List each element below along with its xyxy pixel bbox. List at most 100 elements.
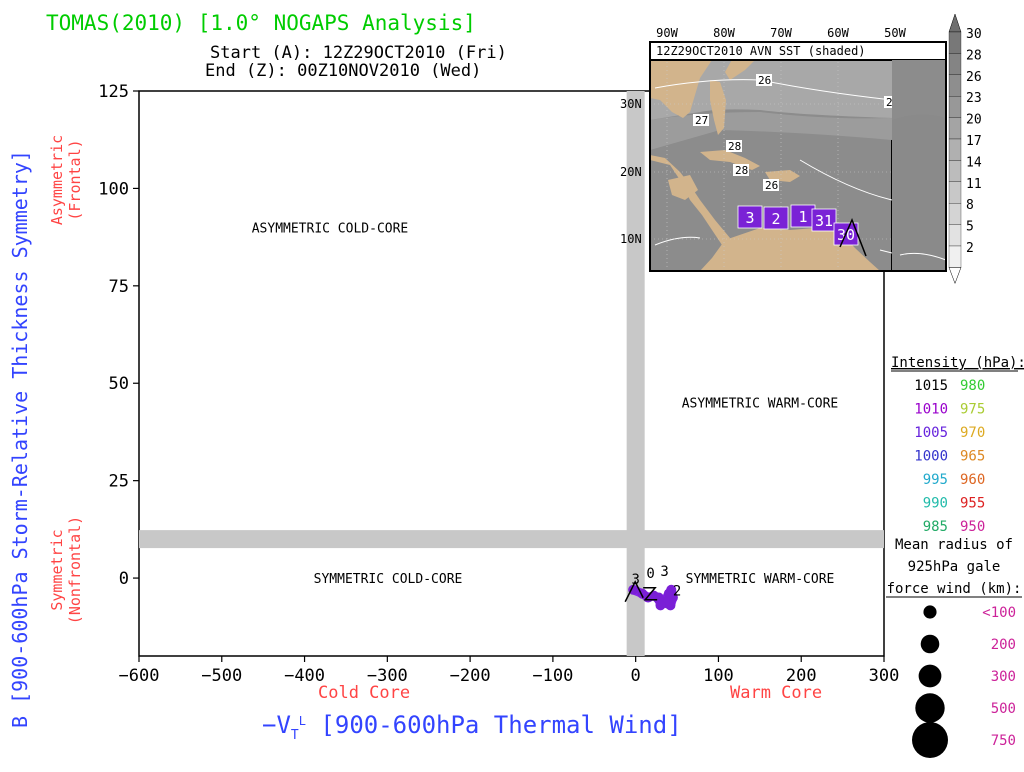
colorbar-segment (948, 138, 962, 161)
colorbar-label: 8 (966, 198, 974, 213)
inset-start-marker (839, 218, 867, 257)
x-axis-title: −VTL [900-600hPa Thermal Wind] (262, 711, 682, 743)
inset-lon-label: 70W (770, 26, 792, 40)
horizontal-threshold-band (139, 530, 884, 549)
inset-lon-label: 80W (713, 26, 735, 40)
colorbar-label: 30 (966, 27, 982, 42)
y-tick-label: 100 (98, 179, 129, 199)
colorbar-label: 26 (966, 70, 982, 85)
inset-lat-label: 10N (620, 232, 642, 246)
radius-dot (915, 693, 945, 723)
inset-track-box (763, 206, 789, 230)
vertical-threshold-band (626, 91, 645, 656)
y-tick-label: 0 (119, 569, 129, 589)
inset-track-label: 3 (745, 209, 754, 227)
radius-legend-title: force wind (km): (887, 581, 1022, 597)
intensity-value-right: 950 (960, 519, 985, 535)
chart-title: TOMAS(2010) [1.0° NOGAPS Analysis] (46, 11, 476, 35)
intensity-value-right: 955 (960, 496, 985, 512)
quadrant-asym-warm: ASYMMETRIC WARM-CORE (682, 397, 839, 412)
radius-label: 300 (991, 669, 1016, 685)
contour-label: 27 (695, 114, 708, 127)
contour-label-bg (763, 179, 779, 191)
contour-label: 28 (735, 164, 748, 177)
y-axis-title: B [900-600hPa Storm-Relative Thickness S… (8, 150, 32, 728)
intensity-legend-title: Intensity (hPa): (891, 355, 1024, 371)
quadrant-asym-cold: ASYMMETRIC COLD-CORE (252, 221, 409, 236)
contour-label: 26 (758, 74, 771, 87)
inset-label: 12Z29OCT2010 AVN SST (shaded) (656, 44, 866, 58)
colorbar-segment (948, 160, 962, 182)
x-tick-label: 200 (786, 666, 817, 686)
intensity-value-right: 965 (960, 449, 985, 465)
x-side-left-label: Cold Core (318, 683, 410, 703)
radius-label: 500 (991, 701, 1016, 717)
intensity-value-left: 985 (923, 519, 948, 535)
radius-dot (923, 605, 937, 619)
colorbar-segment (948, 245, 962, 268)
intensity-value-left: 990 (923, 496, 948, 512)
inset-track-label: 31 (815, 212, 833, 230)
quadrant-sym-warm: SYMMETRIC WARM-CORE (686, 572, 835, 587)
colorbar-segment (948, 74, 962, 97)
inset-lon-label: 50W (884, 26, 906, 40)
colorbar-bottom-arrow (948, 267, 962, 285)
colorbar-segment (948, 31, 962, 54)
radius-dot (918, 664, 942, 688)
quadrant-sym-cold: SYMMETRIC COLD-CORE (314, 572, 463, 587)
yucatan-land (668, 175, 698, 200)
track-day-label: 3 (660, 564, 668, 580)
colorbar-label: 5 (966, 220, 974, 235)
intensity-value-left: 1015 (914, 378, 948, 394)
intensity-value-left: 1000 (914, 449, 948, 465)
contour-label-bg (693, 114, 709, 126)
x-tick-label: −200 (450, 666, 491, 686)
intensity-value-right: 960 (960, 472, 985, 488)
track-point (655, 600, 666, 611)
intensity-value-left: 995 (923, 472, 948, 488)
inset-lat-label: 30N (620, 97, 642, 111)
intensity-legend: Intensity (hPa): 1015 1010 1005 1000 995 990 98… (886, 355, 1024, 758)
inset-lat-label: 20N (620, 165, 642, 179)
colorbar-label: 20 (966, 113, 982, 128)
track-point (653, 592, 664, 603)
radius-legend-title: Mean radius of (895, 537, 1013, 553)
colorbar-label: 28 (966, 48, 982, 63)
inset-map: 26262728282630 12Z29OCT2010 AVN SST (sha… (620, 26, 947, 272)
end-marker-z (643, 587, 658, 601)
radius-label: 750 (991, 733, 1016, 749)
colorbar-segment (948, 117, 962, 140)
contour-label: 26 (765, 179, 778, 192)
y-side-bottom-label: Symmetric(Nonfrontal) (48, 516, 84, 624)
start-time: Start (A): 12Z29OCT2010 (Fri) (210, 43, 507, 63)
inset-track-box (737, 205, 763, 229)
x-tick-label: −300 (367, 666, 408, 686)
colorbar-label: 11 (966, 177, 982, 192)
intensity-value-left: 1010 (914, 402, 948, 418)
radius-label: 200 (991, 637, 1016, 653)
x-tick-label: 300 (869, 666, 900, 686)
colorbar-label: 2 (966, 241, 974, 256)
y-tick-label: 75 (109, 277, 129, 297)
intensity-value-right: 975 (960, 402, 985, 418)
central-america-land (650, 155, 730, 245)
radius-legend-title: 925hPa gale (908, 559, 1001, 575)
radius-label: <100 (982, 605, 1016, 621)
sst-colorbar: 30 28 26 23 20 17 14 11 8 5 2 (948, 13, 982, 285)
colorbar-label: 14 (966, 155, 982, 170)
y-tick-label: 25 (109, 472, 129, 492)
colorbar-label: 23 (966, 91, 982, 106)
x-tick-label: 0 (631, 666, 641, 686)
contour-label-bg (726, 140, 742, 152)
y-tick-label: 125 (98, 82, 129, 102)
x-tick-label: 100 (703, 666, 734, 686)
inset-track-label: 2 (771, 210, 780, 228)
colorbar-label: 17 (966, 134, 982, 149)
y-side-top-label: Asymmetric(Frontal) (48, 135, 84, 225)
end-time: End (Z): 00Z10NOV2010 (Wed) (205, 61, 481, 81)
track-point (663, 588, 674, 599)
x-tick-label: −100 (532, 666, 573, 686)
intensity-value-left: 1005 (914, 425, 948, 441)
contour-label-bg (756, 74, 772, 86)
track-day-label: 0 (646, 566, 654, 582)
